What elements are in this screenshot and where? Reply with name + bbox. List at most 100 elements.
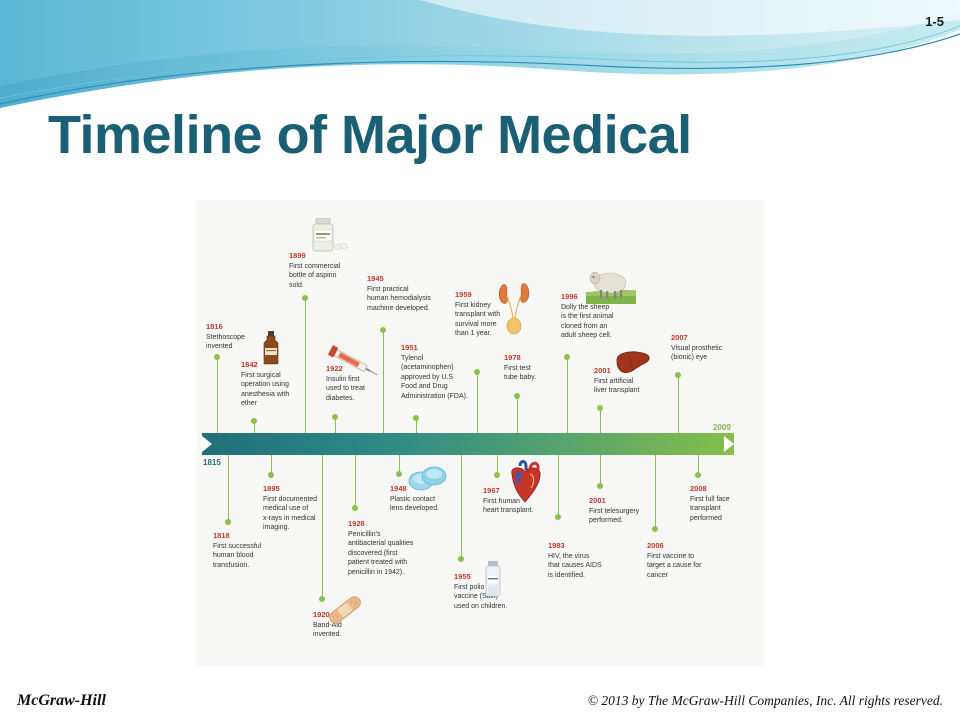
event-description: Tylenol (acetaminophen) approved by U.S … — [401, 354, 468, 400]
event-stem — [600, 408, 601, 433]
event-year: 1920 — [313, 610, 330, 619]
event-description: Visual prosthetic (bionic) eye — [671, 344, 723, 362]
event-dot — [302, 295, 308, 301]
event-1951: 1951 Tylenol (acetaminophen) approved by… — [401, 343, 468, 402]
event-1996: 1996 Dolly the sheep is the first animal… — [561, 292, 614, 341]
event-description: Insulin first used to treat diabetes. — [326, 375, 365, 402]
event-1899: 1899 First commercial bottle of aspirin … — [289, 251, 340, 290]
sheep-icon — [586, 271, 636, 304]
event-2008: 2008 First full face transplant performe… — [690, 484, 730, 523]
event-description: First vaccine to target a cause for canc… — [647, 552, 702, 579]
event-dot — [695, 472, 701, 478]
event-stem — [228, 455, 229, 522]
event-1948: 1948 Plastic contact lens developed. — [390, 484, 439, 514]
event-year: 1951 — [401, 343, 418, 352]
event-dot — [564, 354, 570, 360]
event-1922: 1922 Insulin first used to treat diabete… — [326, 364, 365, 403]
event-year: 2001 — [594, 366, 611, 375]
event-2006: 2006 First vaccine to target a cause for… — [647, 541, 701, 580]
footer-copyright: © 2013 by The McGraw-Hill Companies, Inc… — [587, 693, 943, 708]
event-year: 1996 — [561, 292, 578, 301]
event-dot — [332, 414, 338, 420]
event-description: Band-Aid invented. — [313, 621, 342, 639]
event-stem — [383, 330, 384, 433]
event-stem — [271, 455, 272, 475]
event-year: 1945 — [367, 274, 384, 283]
footer-publisher: McGraw-Hill — [17, 692, 106, 709]
aspirin-bottle-icon — [312, 218, 334, 252]
event-year: 1978 — [504, 353, 521, 362]
event-description: First documented medical use of x-rays i… — [263, 495, 318, 532]
event-year: 1967 — [483, 486, 500, 495]
event-stem — [698, 455, 699, 475]
event-2007: 2007 Visual prosthetic (bionic) eye — [671, 333, 722, 363]
human-heart-icon — [511, 460, 541, 503]
event-1842: 1842 First surgical operation using anes… — [241, 360, 289, 409]
kidney-icon — [498, 283, 530, 335]
event-year: 2008 — [690, 484, 707, 493]
timeline-end-arrow — [724, 436, 734, 452]
event-year: 1842 — [241, 360, 258, 369]
event-stem — [558, 455, 559, 517]
aspirin-tablets-icon — [334, 243, 348, 250]
event-description: Plastic contact lens developed. — [390, 495, 440, 513]
event-year: 2007 — [671, 333, 688, 342]
event-stem — [305, 298, 306, 433]
event-description: First successful human blood transfusion… — [213, 542, 262, 569]
event-description: First artificial liver transplant — [594, 377, 640, 395]
event-year: 1816 — [206, 322, 223, 331]
event-dot — [675, 372, 681, 378]
slide-title: Timeline of Major Medical — [48, 105, 692, 165]
event-1920: 1920 Band-Aid invented. — [313, 610, 342, 640]
timeline-start-arrow — [202, 436, 212, 452]
event-description: Penicillin's antibacterial qualities dis… — [348, 530, 414, 576]
event-dot — [597, 405, 603, 411]
event-year: 1899 — [289, 251, 306, 260]
event-stem — [477, 372, 478, 433]
event-dot — [458, 556, 464, 562]
event-description: First commercial bottle of aspirin sold. — [289, 262, 341, 289]
event-1983: 1983 HIV, the virus that causes AIDS is … — [548, 541, 602, 580]
event-stem — [655, 455, 656, 529]
event-year: 1959 — [455, 290, 472, 299]
event-dot — [474, 369, 480, 375]
event-year: 1895 — [263, 484, 280, 493]
event-description: First kidney transplant with survival mo… — [455, 301, 501, 338]
event-dot — [555, 514, 561, 520]
event-description: First full face transplant performed — [690, 495, 730, 522]
event-1955: 1955 First polio vaccine (Salk) used on … — [454, 572, 507, 611]
event-1895: 1895 First documented medical use of x-r… — [263, 484, 317, 533]
event-year: 1955 — [454, 572, 471, 581]
event-year: 2001 — [589, 496, 606, 505]
event-stem — [416, 418, 417, 433]
event-dot — [251, 418, 257, 424]
event-dot — [380, 327, 386, 333]
event-description: First surgical operation using anesthesi… — [241, 371, 290, 408]
event-1818: 1818 First successful human blood transf… — [213, 531, 261, 570]
event-year: 1922 — [326, 364, 343, 373]
event-stem — [517, 396, 518, 433]
band-aid-icon — [329, 596, 361, 624]
timeline-end-label: 2009 — [713, 423, 731, 432]
event-dot — [652, 526, 658, 532]
event-description: First polio vaccine (Salk) used on child… — [454, 583, 508, 610]
event-stem — [322, 455, 323, 599]
event-dot — [214, 354, 220, 360]
event-dot — [319, 596, 325, 602]
slide-number: 1-5 — [925, 14, 944, 29]
event-1959: 1959 First kidney transplant with surviv… — [455, 290, 500, 339]
event-1945: 1945 First practical human hemodialysis … — [367, 274, 431, 313]
event-dot — [494, 472, 500, 478]
event-dot — [352, 505, 358, 511]
event-stem — [355, 455, 356, 508]
event-dot — [396, 471, 402, 477]
event-year: 1818 — [213, 531, 230, 540]
event-1967: 1967 First human heart transplant. — [483, 486, 534, 516]
event-stem — [217, 357, 218, 433]
event-description: First test tube baby. — [504, 364, 537, 382]
header-wave-decoration — [0, 0, 960, 108]
event-dot — [413, 415, 419, 421]
ether-bottle-icon — [263, 331, 279, 365]
event-1978: 1978 First test tube baby. — [504, 353, 536, 383]
